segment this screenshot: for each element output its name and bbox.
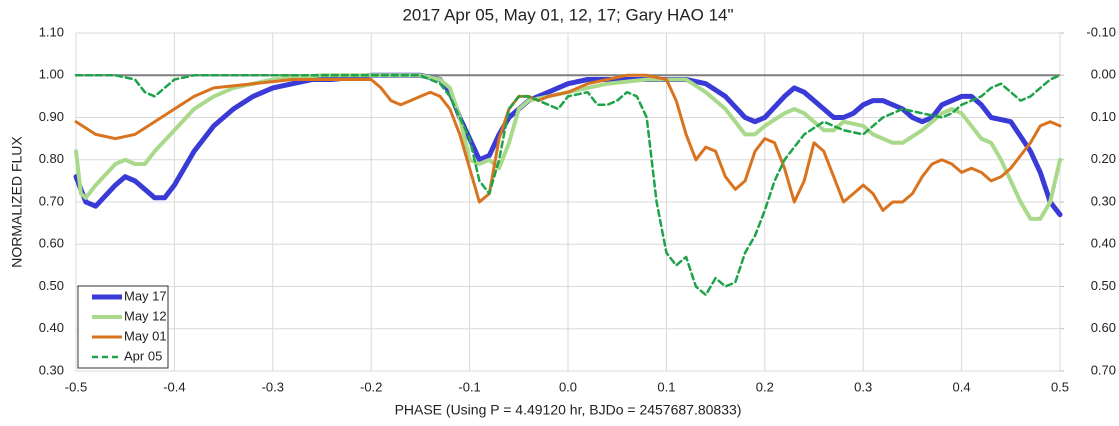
series-line <box>74 74 1062 297</box>
y2-tick-label: 0.60 <box>1091 320 1116 335</box>
x-tick-label: -0.4 <box>163 379 185 394</box>
x-tick-label: -0.1 <box>458 379 480 394</box>
legend-label: May 17 <box>124 288 167 303</box>
y-tick-label: 0.40 <box>39 320 64 335</box>
y-tick-label: 0.90 <box>39 109 64 124</box>
y-axis-label: NORMALIZED FLUX <box>9 136 25 268</box>
y-tick-label: 0.50 <box>39 278 64 293</box>
x-tick-label: 0.3 <box>854 379 872 394</box>
y2-tick-label: 0.50 <box>1091 278 1116 293</box>
x-tick-label: 0.2 <box>756 379 774 394</box>
series-line <box>74 73 1062 221</box>
y2-tick-label: 0.00 <box>1091 67 1116 82</box>
legend-box <box>77 285 169 369</box>
y-tick-label: 0.80 <box>39 151 64 166</box>
x-axis-label: PHASE (Using P = 4.49120 hr, BJDo = 2457… <box>395 402 742 418</box>
x-tick-label: -0.3 <box>262 379 284 394</box>
chart-title: 2017 Apr 05, May 01, 12, 17; Gary HAO 14… <box>402 5 733 24</box>
y2-tick-label: 0.10 <box>1091 109 1116 124</box>
y2-tick-label: 0.40 <box>1091 236 1116 251</box>
legend: May 17 May 12 May 01 Apr 05 <box>77 285 169 369</box>
series-line <box>74 73 1062 212</box>
legend-label: Apr 05 <box>124 348 162 363</box>
y-tick-label: 0.30 <box>39 362 64 377</box>
x-tick-label: 0.1 <box>657 379 675 394</box>
y-tick-label: 0.70 <box>39 193 64 208</box>
x-tick-label: 0.4 <box>953 379 971 394</box>
y-tick-label: 1.10 <box>39 24 64 39</box>
y2-tick-label: 0.20 <box>1091 151 1116 166</box>
x-tick-label: 0.0 <box>559 379 577 394</box>
x-tick-label: -0.5 <box>65 379 87 394</box>
x-tick-label: -0.2 <box>360 379 382 394</box>
y2-tick-label: 0.70 <box>1091 362 1116 377</box>
y-tick-label: 1.00 <box>39 67 64 82</box>
legend-label: May 01 <box>124 328 167 343</box>
y2-tick-label: -0.10 <box>1086 24 1116 39</box>
x-tick-label: 0.5 <box>1051 379 1069 394</box>
y-tick-label: 0.60 <box>39 236 64 251</box>
plot-border <box>75 32 1061 372</box>
legend-label: May 12 <box>124 308 167 323</box>
y2-tick-label: 0.30 <box>1091 193 1116 208</box>
